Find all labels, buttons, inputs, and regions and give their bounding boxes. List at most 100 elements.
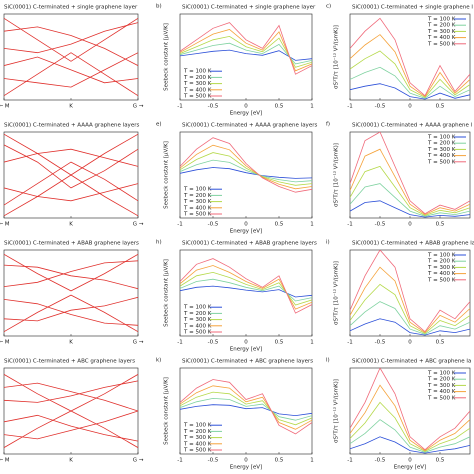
plot-lines — [4, 17, 138, 97]
plot-lines — [350, 17, 470, 100]
legend-label: T = 400 K — [427, 271, 456, 277]
y-axis-label: σS²T/τ [10⁻¹² V²/(smK)] — [333, 25, 340, 89]
x-tick-label: -0.5 — [375, 458, 386, 464]
plot-lines — [350, 250, 470, 336]
series-line — [350, 283, 470, 334]
series-line — [180, 159, 312, 183]
y-axis-label: Seebeck constant [µV/K] — [164, 23, 170, 91]
series-line — [350, 419, 470, 453]
series-line — [4, 414, 138, 442]
x-tick-label: -0.5 — [375, 104, 386, 110]
series-line — [4, 382, 138, 412]
series-line — [180, 167, 312, 179]
series-line — [350, 165, 470, 216]
x-tick-label: 0.5 — [436, 340, 445, 346]
legend-label: T = 100 K — [427, 17, 456, 23]
x-tick-label: 0 — [244, 458, 248, 464]
series-line — [350, 384, 470, 452]
series-line — [350, 401, 470, 452]
series-line — [350, 132, 470, 215]
x-tick-label: -1 — [347, 458, 352, 464]
legend-label: T = 200 K — [183, 429, 212, 435]
plot-lines — [4, 374, 138, 448]
legend-label: T = 500 K — [427, 395, 456, 401]
panel-title: SiC(0001) C-terminated + AAAA graphene l — [352, 123, 473, 129]
legend-label: T = 200 K — [427, 141, 456, 147]
legend-label: T = 300 K — [427, 147, 456, 153]
x-tick-label: -1 — [177, 458, 182, 464]
series-line — [350, 250, 470, 333]
legend-label: T = 100 K — [183, 187, 212, 193]
panel-label: k) — [156, 358, 161, 364]
series-line — [4, 52, 138, 97]
series-line — [4, 374, 138, 412]
series-line — [350, 301, 470, 335]
legend-label: T = 300 K — [183, 199, 212, 205]
legend-label: T = 200 K — [427, 377, 456, 383]
legend-label: T = 500 K — [183, 330, 212, 336]
y-axis-label: σS²T/τ [10⁻¹² V²/(smK)] — [333, 261, 340, 325]
series-line — [4, 410, 138, 440]
y-axis-label: Seebeck constant [µV/K] — [164, 259, 170, 327]
x-tick-label: ← M — [0, 340, 10, 346]
legend-label: T = 300 K — [427, 383, 456, 389]
x-tick-label: -1 — [347, 104, 352, 110]
x-tick-label: ← M — [0, 458, 10, 464]
panel-title: SiC(0001) C-terminated + ABC graphene la — [352, 359, 471, 365]
x-axis-label: Energy [eV] — [230, 465, 262, 471]
panel-title: SiC(0001) C-terminated + single graphene… — [4, 5, 138, 11]
legend-label: T = 500 K — [427, 277, 456, 283]
x-tick-label: 0.5 — [275, 340, 284, 346]
x-tick-label: 1 — [310, 222, 314, 228]
x-tick-label: 0 — [408, 104, 412, 110]
series-line — [4, 56, 138, 84]
x-tick-label: 0 — [244, 222, 248, 228]
legend-label: T = 400 K — [427, 35, 456, 41]
x-axis-label: Energy [eV] — [230, 111, 262, 117]
y-axis-label: σS²T/τ [10⁻¹² V²/(smK)] — [333, 143, 340, 207]
series-line — [4, 264, 138, 290]
x-tick-label: G → — [133, 222, 144, 228]
legend-label: T = 100 K — [183, 423, 212, 429]
series-line — [350, 148, 470, 216]
x-tick-label: G → — [133, 104, 144, 110]
panel-label: c) — [326, 4, 331, 10]
series-line — [4, 174, 138, 217]
x-tick-label: ← M — [0, 222, 10, 228]
series-line — [180, 404, 312, 417]
panel-title: SiC(0001) C-terminated + ABC graphene la… — [4, 359, 135, 365]
x-tick-label: -1 — [177, 222, 182, 228]
plot-lines — [350, 368, 470, 454]
legend-label: T = 200 K — [427, 259, 456, 265]
x-tick-label: -0.5 — [208, 340, 219, 346]
plot-lines — [4, 133, 138, 217]
series-line — [180, 278, 312, 302]
x-tick-label: G → — [133, 340, 144, 346]
x-tick-label: K — [69, 222, 73, 228]
x-tick-label: -0.5 — [375, 340, 386, 346]
legend-label: T = 100 K — [427, 253, 456, 259]
legend-label: T = 500 K — [183, 94, 212, 100]
series-line — [4, 260, 138, 287]
x-tick-label: ← M — [0, 104, 10, 110]
legend-label: T = 300 K — [427, 265, 456, 271]
legend-label: T = 300 K — [427, 29, 456, 35]
panel-label: h) — [156, 240, 162, 246]
x-tick-label: -1 — [177, 340, 182, 346]
plot-frame — [3, 249, 139, 337]
panel-title: SiC(0001) C-terminated + ABAB graphene l… — [4, 241, 139, 247]
series-line — [4, 26, 138, 66]
series-line — [4, 294, 138, 333]
panel-title: SiC(0001) C-terminated + single graphene… — [352, 5, 473, 11]
series-line — [350, 83, 470, 100]
series-line — [180, 265, 312, 310]
x-tick-label: G → — [133, 458, 144, 464]
series-line — [180, 271, 312, 306]
series-line — [4, 133, 138, 176]
x-tick-label: 0 — [244, 104, 248, 110]
legend-label: T = 400 K — [427, 389, 456, 395]
plot-lines — [180, 379, 312, 435]
x-tick-label: 0.5 — [275, 222, 284, 228]
x-tick-label: 0.5 — [275, 458, 284, 464]
legend-label: T = 300 K — [183, 81, 212, 87]
